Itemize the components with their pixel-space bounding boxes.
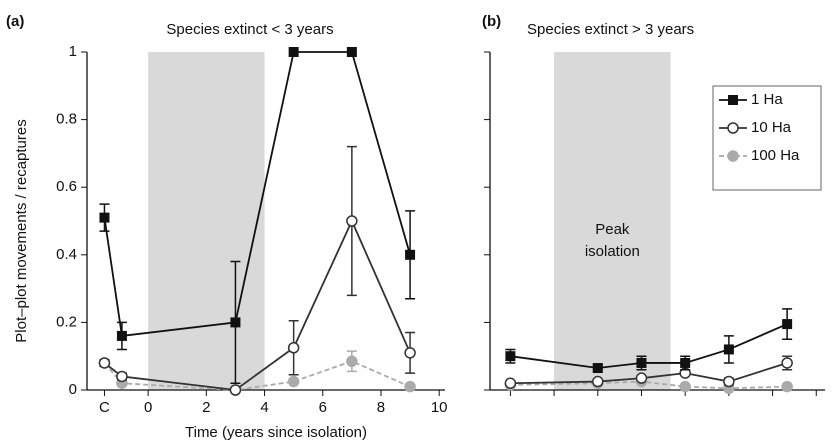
marker [781, 357, 793, 369]
legend: 1 Ha 10 Ha 100 Ha [712, 85, 822, 191]
x-tick-label: 0 [144, 399, 152, 416]
marker [287, 342, 300, 354]
legend-label: 10 Ha [751, 119, 792, 136]
shaded-region [554, 52, 671, 390]
series [99, 47, 416, 384]
marker [230, 317, 241, 328]
x-tick-label: 4 [260, 399, 268, 416]
marker [288, 47, 299, 57]
marker [727, 122, 739, 134]
marker [592, 363, 603, 374]
series-line [103, 360, 411, 391]
x-tick-label: 6 [319, 399, 327, 416]
x-axis-label: Time (years since isolation) [185, 424, 367, 441]
marker [287, 375, 300, 388]
series-line [510, 380, 788, 390]
marker [504, 377, 517, 389]
annotation: isolation [585, 243, 640, 260]
marker [781, 380, 793, 393]
y-tick-label: 0.4 [56, 246, 77, 263]
marker [99, 212, 110, 223]
x-tick-label: 10 [431, 399, 448, 416]
marker [782, 319, 793, 330]
marker [229, 384, 242, 396]
series [504, 355, 793, 389]
marker [346, 47, 357, 57]
marker [98, 357, 111, 369]
series-line [510, 362, 788, 385]
panel-label: (b) [482, 13, 501, 30]
series-line [510, 323, 788, 369]
series [505, 308, 793, 374]
legend-label: 100 Ha [751, 147, 800, 164]
marker [405, 249, 416, 260]
marker [346, 355, 358, 368]
series [98, 145, 416, 396]
y-tick-label: 1 [69, 43, 77, 60]
marker [635, 372, 648, 384]
y-tick-label: 0.8 [56, 111, 77, 128]
marker [723, 344, 734, 355]
annotation: Peak [595, 221, 630, 238]
y-tick-label: 0 [69, 381, 77, 398]
marker [679, 380, 691, 393]
y-tick-label: 0.6 [56, 178, 77, 195]
shaded-region [148, 52, 265, 390]
marker [723, 375, 735, 388]
marker [727, 150, 739, 162]
x-tick-label: C [99, 399, 110, 416]
marker [505, 351, 516, 362]
y-axis-label: Plot–plot movements / recaptures [13, 119, 30, 342]
x-tick-label: 8 [377, 399, 385, 416]
marker [404, 380, 416, 393]
marker [680, 357, 691, 368]
x-tick-label: 2 [202, 399, 210, 416]
panel-title: Species extinct > 3 years [527, 21, 694, 38]
y-tick-label: 0.2 [56, 313, 77, 330]
panel-label: (a) [6, 13, 24, 30]
marker [346, 215, 358, 227]
panel-title: Species extinct < 3 years [166, 21, 333, 38]
marker [636, 357, 647, 368]
marker [404, 347, 416, 359]
marker [116, 330, 127, 341]
marker [592, 375, 604, 388]
marker [116, 370, 128, 383]
series-line [103, 51, 411, 337]
marker [728, 95, 738, 105]
legend-label: 1 Ha [751, 91, 783, 108]
